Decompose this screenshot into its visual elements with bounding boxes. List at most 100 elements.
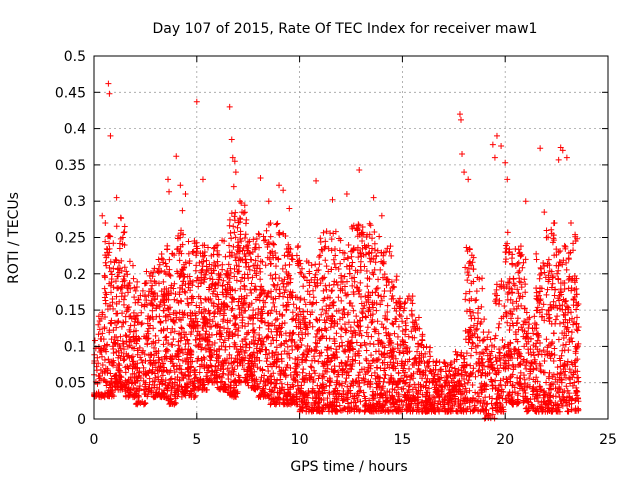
data-point (474, 309, 481, 316)
data-point (239, 274, 246, 281)
data-point (152, 280, 159, 287)
data-point (235, 263, 242, 270)
data-point (101, 294, 108, 301)
data-point (156, 391, 163, 398)
data-point (286, 261, 293, 268)
data-point (121, 293, 128, 300)
data-point (157, 363, 164, 370)
data-point (537, 145, 544, 152)
data-point (541, 209, 548, 216)
data-point (563, 297, 570, 304)
data-point (120, 296, 127, 303)
data-point (328, 345, 335, 352)
data-point (225, 360, 232, 367)
data-point (256, 357, 263, 364)
data-point (128, 380, 135, 387)
data-point (300, 366, 307, 373)
data-point (167, 391, 174, 398)
data-point (187, 347, 194, 353)
data-point (241, 336, 248, 343)
data-point (338, 297, 345, 304)
data-point (491, 335, 498, 342)
data-point (242, 231, 249, 238)
data-point (189, 278, 196, 285)
data-point (563, 266, 570, 273)
data-point (107, 282, 114, 289)
data-point (373, 307, 380, 314)
data-point (252, 386, 259, 393)
data-point (248, 371, 255, 378)
data-point (117, 345, 124, 352)
x-tick-label: 5 (192, 432, 201, 448)
data-point (396, 311, 403, 318)
data-point (234, 224, 241, 231)
data-point (145, 292, 152, 299)
data-point (182, 190, 189, 197)
data-point (178, 393, 185, 400)
data-point (395, 370, 402, 377)
data-point (171, 280, 178, 287)
data-point (169, 360, 176, 367)
data-point (565, 347, 572, 354)
data-point (495, 301, 502, 308)
data-point (320, 229, 327, 236)
data-point (142, 280, 149, 287)
data-point (349, 259, 356, 266)
data-point (465, 272, 472, 279)
data-point (159, 360, 166, 367)
data-point (300, 283, 307, 290)
data-point (373, 285, 380, 292)
data-point (502, 309, 509, 316)
data-point (142, 379, 149, 386)
data-point (551, 351, 558, 358)
data-point (91, 337, 98, 344)
data-point (137, 292, 144, 299)
data-point (195, 378, 202, 385)
data-point (215, 385, 222, 392)
data-point (150, 269, 157, 276)
data-point (125, 352, 132, 359)
data-point (119, 234, 126, 241)
data-point (228, 235, 235, 242)
data-point (116, 240, 123, 247)
data-point (338, 325, 345, 332)
data-point (322, 238, 329, 245)
data-point (185, 250, 192, 257)
data-point (330, 302, 337, 309)
data-point (378, 212, 385, 219)
data-point (327, 324, 334, 331)
data-point (574, 302, 581, 309)
data-point (395, 323, 402, 330)
data-point (124, 363, 131, 370)
data-point (262, 378, 269, 385)
data-point (369, 245, 376, 252)
data-point (209, 276, 216, 283)
data-point (276, 274, 283, 281)
data-point (221, 384, 228, 391)
data-point (253, 272, 260, 279)
data-point (182, 259, 189, 266)
data-point (120, 357, 127, 364)
data-point (473, 296, 480, 303)
data-point (141, 293, 148, 300)
data-point (113, 334, 120, 341)
data-point (538, 265, 545, 272)
data-point (240, 299, 247, 306)
data-point (248, 351, 255, 358)
data-point (258, 306, 265, 313)
data-point (368, 319, 375, 326)
data-point (259, 335, 266, 342)
data-point (138, 349, 145, 356)
data-point (206, 316, 213, 323)
data-point (248, 358, 255, 365)
data-points (91, 80, 582, 422)
data-point (101, 273, 108, 280)
data-point (232, 321, 239, 328)
data-point (231, 393, 238, 400)
data-point (193, 239, 200, 246)
data-point (231, 322, 238, 329)
data-point (241, 235, 248, 242)
data-point (328, 236, 335, 243)
data-point (267, 233, 274, 240)
data-point (220, 291, 227, 298)
